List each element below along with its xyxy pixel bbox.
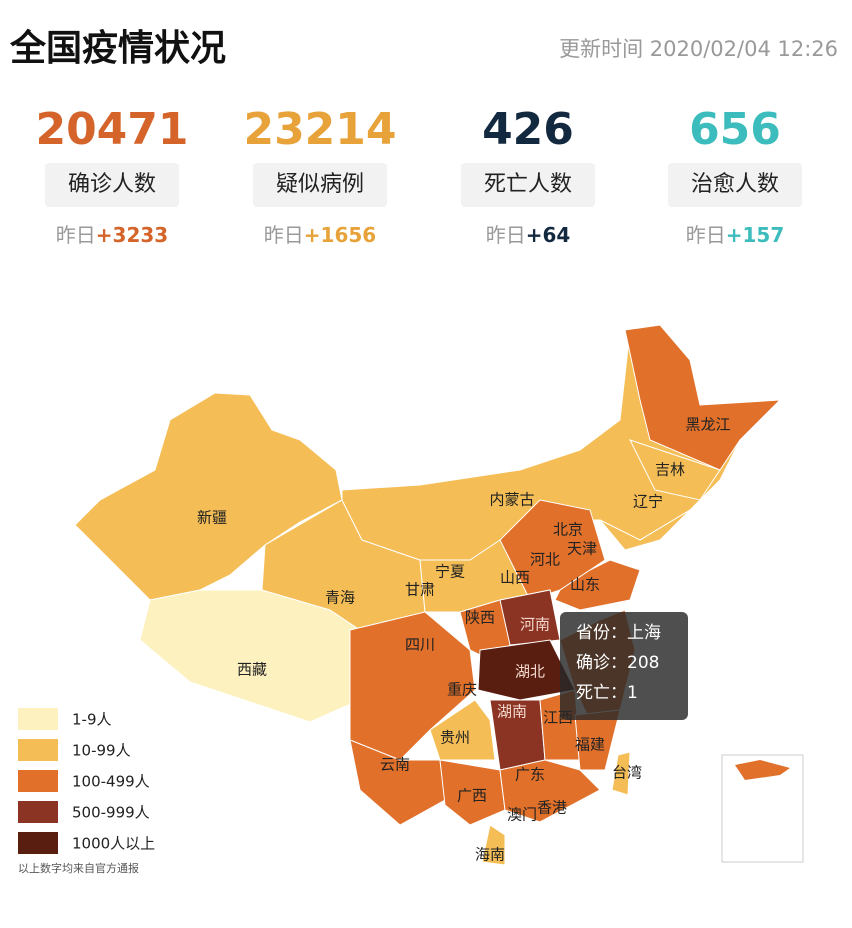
region-label: 四川 <box>405 636 435 654</box>
region-label: 青海 <box>325 589 355 607</box>
stat-label: 疑似病例 <box>276 172 364 197</box>
region-label: 河北 <box>530 551 560 569</box>
update-time: 更新时间 2020/02/04 12:26 <box>559 37 838 61</box>
delta: +3233 <box>96 223 168 247</box>
region-label: 新疆 <box>197 509 227 527</box>
region-label: 重庆 <box>447 681 477 699</box>
tooltip-deaths: 死亡：1 <box>576 683 638 703</box>
region-label: 辽宁 <box>633 493 663 511</box>
region-label: 香港 <box>537 799 567 817</box>
legend-swatch <box>18 832 58 854</box>
region-label: 广西 <box>457 787 487 805</box>
stat-label-box <box>45 163 179 207</box>
legend-swatch <box>18 708 58 730</box>
legend-swatch <box>18 770 58 792</box>
stat-label: 死亡人数 <box>484 172 572 197</box>
legend-swatch <box>18 801 58 823</box>
legend-label: 1-9人 <box>72 711 112 729</box>
region-label: 内蒙古 <box>489 491 534 509</box>
tooltip-confirmed: 确诊：208 <box>576 653 659 673</box>
delta-prefix: 昨日 <box>686 223 726 247</box>
stat-label: 确诊人数 <box>68 172 156 197</box>
legend: 1-9人 10-99人 100-499人 500-999人 1000人以上 <box>18 708 155 854</box>
stat-value: 656 <box>689 104 781 155</box>
stat-value: 23214 <box>243 104 396 155</box>
province-shape <box>477 639 576 701</box>
province-shape <box>481 824 506 866</box>
region-label: 宁夏 <box>435 563 465 581</box>
region-label: 云南 <box>380 756 410 774</box>
legend-label: 10-99人 <box>72 742 131 760</box>
stat-label-box <box>668 163 802 207</box>
stat-delta-line: 昨日+1656 <box>264 223 376 247</box>
region-label: 河南 <box>520 616 550 634</box>
legend-label: 1000人以上 <box>72 835 155 853</box>
inset-shape <box>735 760 790 780</box>
province-shape <box>611 751 631 796</box>
delta-prefix: 昨日 <box>264 223 304 247</box>
region-label: 西藏 <box>237 661 267 679</box>
region-label: 湖北 <box>515 663 545 681</box>
region-label: 北京 <box>553 521 583 539</box>
province-shape <box>499 759 601 823</box>
region-label: 贵州 <box>440 729 470 747</box>
stat-value: 20471 <box>35 104 188 155</box>
delta: +1656 <box>304 223 376 247</box>
tooltip-province: 省份：上海 <box>576 623 661 643</box>
region-labels: 新疆 西藏 青海 甘肃 宁夏 内蒙古 黑龙江 吉林 辽宁 北京 天津 河北 山西… <box>197 416 731 864</box>
region-label: 天津 <box>567 540 597 558</box>
stat-delta-line: 昨日+157 <box>686 223 785 247</box>
delta-prefix: 昨日 <box>56 223 96 247</box>
title: 全国疫情状况 <box>9 27 226 69</box>
delta: +157 <box>726 223 785 247</box>
region-label: 台湾 <box>612 764 642 782</box>
stat-delta-line: 昨日+64 <box>486 223 571 247</box>
stats: 20471确诊人数昨日+323323214疑似病例昨日+1656426死亡人数昨… <box>35 104 802 247</box>
region-label: 吉林 <box>655 461 685 479</box>
region-label: 福建 <box>575 736 605 754</box>
delta: +64 <box>526 223 571 247</box>
stat-label-box <box>253 163 387 207</box>
region-label: 山东 <box>570 576 600 594</box>
stat-label-box <box>461 163 595 207</box>
province-shape <box>629 439 721 501</box>
region-label: 甘肃 <box>405 581 435 599</box>
stat-value: 426 <box>482 104 574 155</box>
region-label: 陕西 <box>465 609 495 627</box>
province-shape <box>554 559 641 611</box>
region-label: 湖南 <box>497 703 527 721</box>
legend-swatch <box>18 739 58 761</box>
stat-delta-line: 昨日+3233 <box>56 223 168 247</box>
region-label: 广东 <box>515 766 545 784</box>
province-shape <box>429 699 496 761</box>
legend-label: 100-499人 <box>72 773 150 791</box>
region-label: 海南 <box>475 846 505 864</box>
region-label: 黑龙江 <box>685 416 730 434</box>
region-label: 山西 <box>500 569 530 587</box>
province-shape <box>439 759 506 826</box>
tooltip: 省份：上海 确诊：208 死亡：1 <box>560 612 688 720</box>
footnote: 以上数字均来自官方通报 <box>18 861 139 875</box>
delta-prefix: 昨日 <box>486 223 526 247</box>
region-label: 澳门 <box>507 806 537 824</box>
province-shape <box>599 509 691 551</box>
stat-label: 治愈人数 <box>691 172 779 197</box>
tooltip-box <box>560 612 688 720</box>
province-shape <box>624 324 782 471</box>
province-shape <box>139 589 361 723</box>
legend-label: 500-999人 <box>72 804 150 822</box>
